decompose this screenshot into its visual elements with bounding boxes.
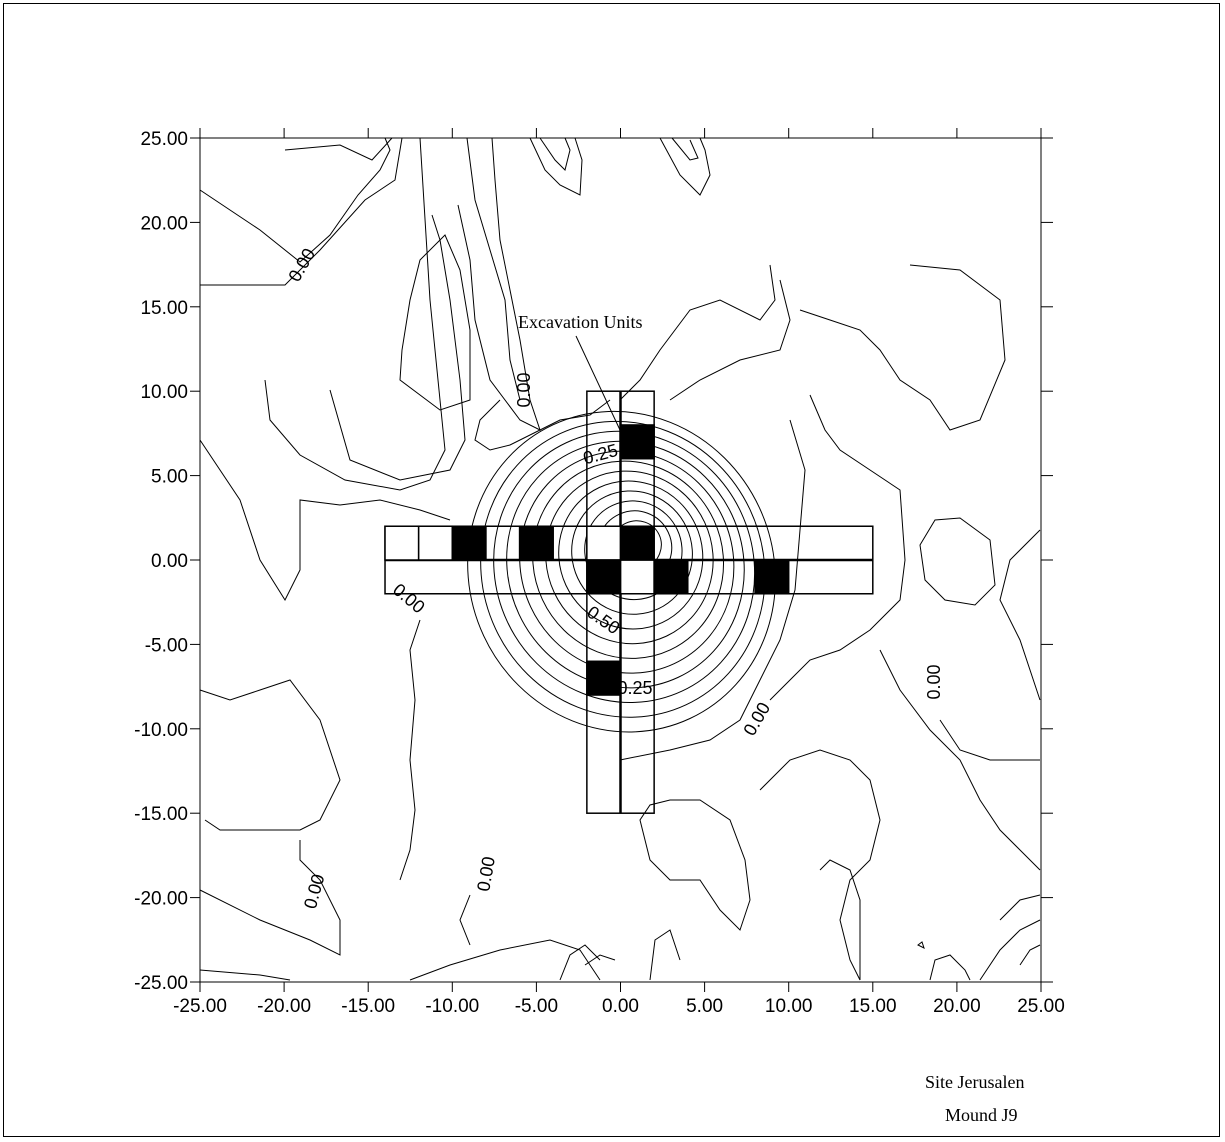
contour-ring	[532, 460, 725, 659]
site-label: Site Jerusalen	[925, 1072, 1024, 1092]
excavated-unit	[518, 525, 554, 561]
x-tick-label: 20.00	[933, 996, 981, 1017]
excavated-unit	[754, 559, 790, 595]
contour-ring	[506, 440, 745, 689]
x-tick-label: 10.00	[765, 996, 813, 1017]
contour-label: 0.00	[284, 245, 319, 285]
y-tick-label: -25.00	[134, 973, 188, 994]
contour-label: 0.25	[617, 678, 652, 698]
contour-ring	[571, 490, 693, 615]
contour-ring	[467, 410, 776, 733]
contour-label: 0.50	[583, 602, 623, 638]
contour-ring	[558, 480, 704, 630]
y-axis-labels: 25.00 20.00 15.00 10.00 5.00 0.00 -5.00 -10.00 -…	[134, 129, 188, 994]
y-tick-label: 15.00	[140, 298, 188, 319]
x-tick-label: 5.00	[686, 996, 723, 1017]
excavated-unit	[653, 559, 689, 595]
contour-ring	[545, 470, 714, 645]
open-unit	[384, 525, 420, 561]
open-unit	[417, 525, 454, 561]
y-tick-label: 0.00	[151, 551, 188, 572]
excavation-units	[384, 390, 874, 814]
contour-label: 0.00	[739, 699, 774, 739]
contour-label: 0.00	[514, 372, 534, 407]
mound-label: Mound J9	[945, 1105, 1018, 1125]
open-unit	[619, 559, 655, 595]
x-tick-label: -15.00	[341, 996, 395, 1017]
excavated-unit	[451, 525, 487, 561]
axis-ticks	[190, 128, 1053, 992]
y-tick-label: -15.00	[134, 804, 188, 825]
y-tick-label: -5.00	[145, 635, 188, 656]
x-tick-label: 0.00	[602, 996, 639, 1017]
y-tick-label: -20.00	[134, 889, 188, 910]
excavation-units-annotation: Excavation Units	[518, 312, 642, 332]
open-unit	[586, 525, 622, 561]
x-tick-label: -5.00	[515, 996, 558, 1017]
contour-ring	[519, 450, 735, 674]
y-tick-label: 25.00	[140, 129, 188, 150]
x-tick-label: -20.00	[257, 996, 311, 1017]
contour-ring	[480, 420, 766, 718]
excavated-unit	[586, 559, 622, 595]
contour-label: 0.00	[473, 855, 499, 893]
contour-label: 0.00	[300, 872, 328, 911]
x-axis-labels: -25.00 -20.00 -15.00 -10.00 -5.00 0.00 5.00 10.…	[173, 996, 1065, 1017]
y-tick-label: 10.00	[140, 382, 188, 403]
y-tick-label: 20.00	[140, 213, 188, 234]
excavated-unit	[619, 525, 655, 561]
contour-label: 0.00	[924, 664, 944, 699]
x-tick-label: 25.00	[1017, 996, 1065, 1017]
x-tick-label: -25.00	[173, 996, 227, 1017]
background-contours	[199, 137, 1041, 981]
y-tick-label: -10.00	[134, 720, 188, 741]
excavated-unit	[619, 424, 655, 460]
y-tick-label: 5.00	[151, 467, 188, 488]
excavated-unit	[586, 660, 622, 696]
x-tick-label: -10.00	[425, 996, 479, 1017]
figure-frame	[3, 3, 1220, 1137]
contour-ring	[493, 430, 756, 704]
x-tick-label: 15.00	[849, 996, 897, 1017]
annotation-leader-line	[575, 335, 621, 431]
contour-label: 0.00	[389, 579, 429, 617]
